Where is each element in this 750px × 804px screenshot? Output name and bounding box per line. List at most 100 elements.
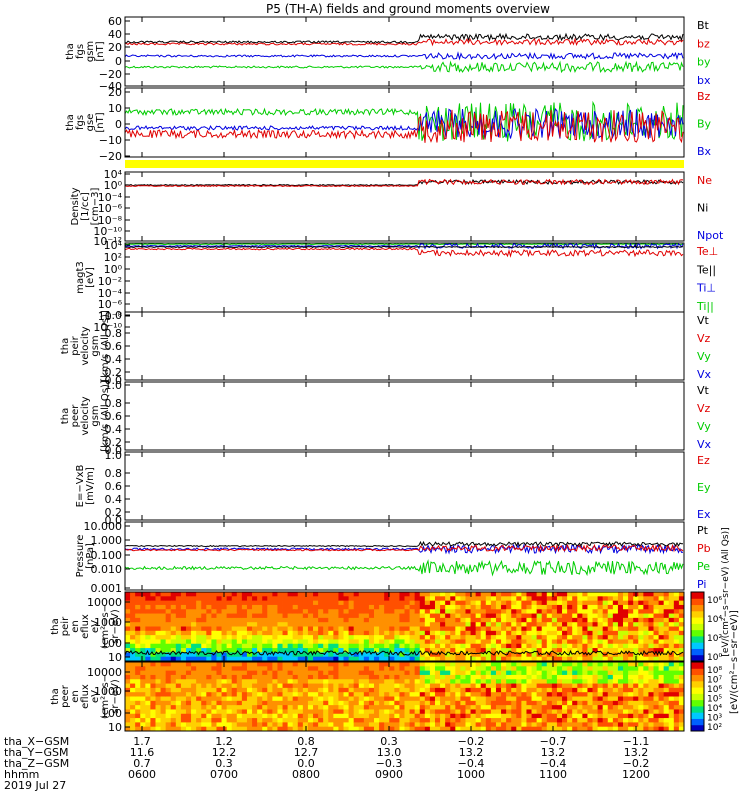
- spectrogram-cell: [206, 683, 212, 689]
- spectrogram-cell: [374, 630, 380, 636]
- spectrogram-cell: [363, 670, 370, 676]
- spectrogram-cell: [633, 705, 639, 710]
- spectrogram-cell: [617, 726, 624, 732]
- spectrogram-cell: [196, 630, 202, 636]
- spectrogram-cell: [521, 652, 527, 658]
- spectrogram-cell: [577, 709, 583, 715]
- spectrogram-cell: [516, 709, 522, 715]
- spectrogram-cell: [323, 656, 329, 662]
- spectrogram-cell: [236, 648, 243, 653]
- spectrogram-cell: [470, 713, 477, 719]
- spectrogram-cell: [511, 679, 517, 684]
- spectrogram-cell: [216, 630, 222, 636]
- spectrogram-cell: [424, 705, 431, 710]
- spectrogram-cell: [374, 705, 380, 710]
- spectrogram-cell: [440, 709, 446, 715]
- spectrogram-cell: [572, 617, 578, 623]
- spectrogram-cell: [135, 679, 141, 684]
- spectrogram-cell: [409, 648, 416, 653]
- spectrogram-cell: [668, 596, 675, 602]
- spectrogram-cell: [282, 709, 289, 715]
- spectrogram-cell: [338, 718, 344, 723]
- spectrogram-cell: [495, 692, 502, 697]
- spectrogram-cell: [170, 700, 177, 706]
- spectrogram-cell: [130, 662, 136, 667]
- spectrogram-cell: [226, 700, 233, 706]
- y-tick-label: 0.8: [105, 327, 123, 340]
- spectrogram-cell: [307, 600, 314, 606]
- spectrogram-cell: [633, 709, 639, 715]
- colorbar-swatch: [691, 718, 704, 726]
- spectrogram-cell: [145, 696, 151, 702]
- spectrogram-cell: [455, 683, 461, 689]
- spectrogram-cell: [531, 635, 538, 640]
- spectrogram-cell: [302, 696, 309, 702]
- spectrogram-cell: [546, 666, 553, 672]
- spectrogram-cell: [318, 713, 324, 719]
- spectrogram-cell: [216, 713, 222, 719]
- spectrogram-cell: [363, 617, 370, 623]
- spectrogram-cell: [612, 709, 619, 715]
- spectrogram-cell: [678, 596, 685, 602]
- z-gsm-value: −0.4: [458, 757, 485, 770]
- spectrogram-cell: [236, 609, 243, 614]
- spectrogram-cell: [358, 670, 365, 676]
- spectrogram-cell: [506, 656, 512, 662]
- spectrogram-cell: [577, 700, 583, 706]
- spectrogram-cell: [348, 705, 355, 710]
- spectrogram-cell: [501, 726, 507, 732]
- spectrogram-cell: [495, 630, 502, 636]
- spectrogram-cell: [363, 652, 370, 658]
- spectrogram-cell: [536, 718, 543, 723]
- spectrogram-cell: [307, 692, 314, 697]
- spectrogram-cell: [277, 696, 283, 702]
- spectrogram-cell: [368, 687, 375, 693]
- spectrogram-cell: [191, 692, 197, 697]
- spectrogram-cell: [384, 709, 390, 715]
- spectrogram-cell: [272, 613, 278, 619]
- spectrogram-cell: [358, 604, 365, 610]
- spectrogram-cell: [343, 643, 349, 649]
- spectrogram-cell: [292, 670, 299, 676]
- spectrogram-cell: [495, 687, 502, 693]
- spectrogram-cell: [257, 709, 263, 715]
- spectrogram-cell: [348, 662, 355, 667]
- spectrogram-cell: [653, 709, 659, 715]
- spectrogram-cell: [150, 670, 156, 676]
- spectrogram-cell: [424, 696, 431, 702]
- spectrogram-cell: [180, 639, 187, 645]
- spectrogram-cell: [541, 692, 548, 697]
- spectrogram-cell: [643, 656, 649, 662]
- spectrogram-cell: [231, 666, 238, 672]
- spectrogram-cell: [180, 609, 187, 614]
- spectrogram-cell: [170, 596, 177, 602]
- spectrogram-cell: [485, 726, 492, 732]
- spectrogram-cell: [577, 652, 583, 658]
- spectrogram-cell: [155, 635, 161, 640]
- spectrogram-cell: [648, 592, 654, 597]
- spectrogram-cell: [150, 617, 156, 623]
- spectrogram-cell: [257, 679, 263, 684]
- spectrogram-cell: [155, 630, 161, 636]
- spectrogram-cell: [521, 696, 527, 702]
- spectrogram-cell: [292, 722, 299, 728]
- spectrogram-cell: [556, 726, 563, 732]
- spectrogram-cell: [511, 705, 517, 710]
- spectrogram-cell: [628, 722, 634, 728]
- spectrogram-cell: [307, 604, 314, 610]
- spectrogram-cell: [216, 600, 222, 606]
- spectrogram-cell: [313, 670, 319, 676]
- spectrogram-cell: [246, 662, 253, 667]
- spectrogram-cell: [440, 613, 446, 619]
- spectrogram-cell: [130, 613, 136, 619]
- spectrogram-cell: [678, 696, 685, 702]
- spectrogram-cell: [572, 718, 578, 723]
- spectrogram-cell: [673, 718, 680, 723]
- spectrogram-cell: [607, 648, 614, 653]
- spectrogram-cell: [297, 596, 304, 602]
- spectrogram-cell: [663, 622, 670, 627]
- spectrogram-cell: [404, 726, 410, 732]
- series-Pi: [124, 543, 684, 555]
- spectrogram-cell: [363, 713, 370, 719]
- spectrogram-cell: [211, 713, 217, 719]
